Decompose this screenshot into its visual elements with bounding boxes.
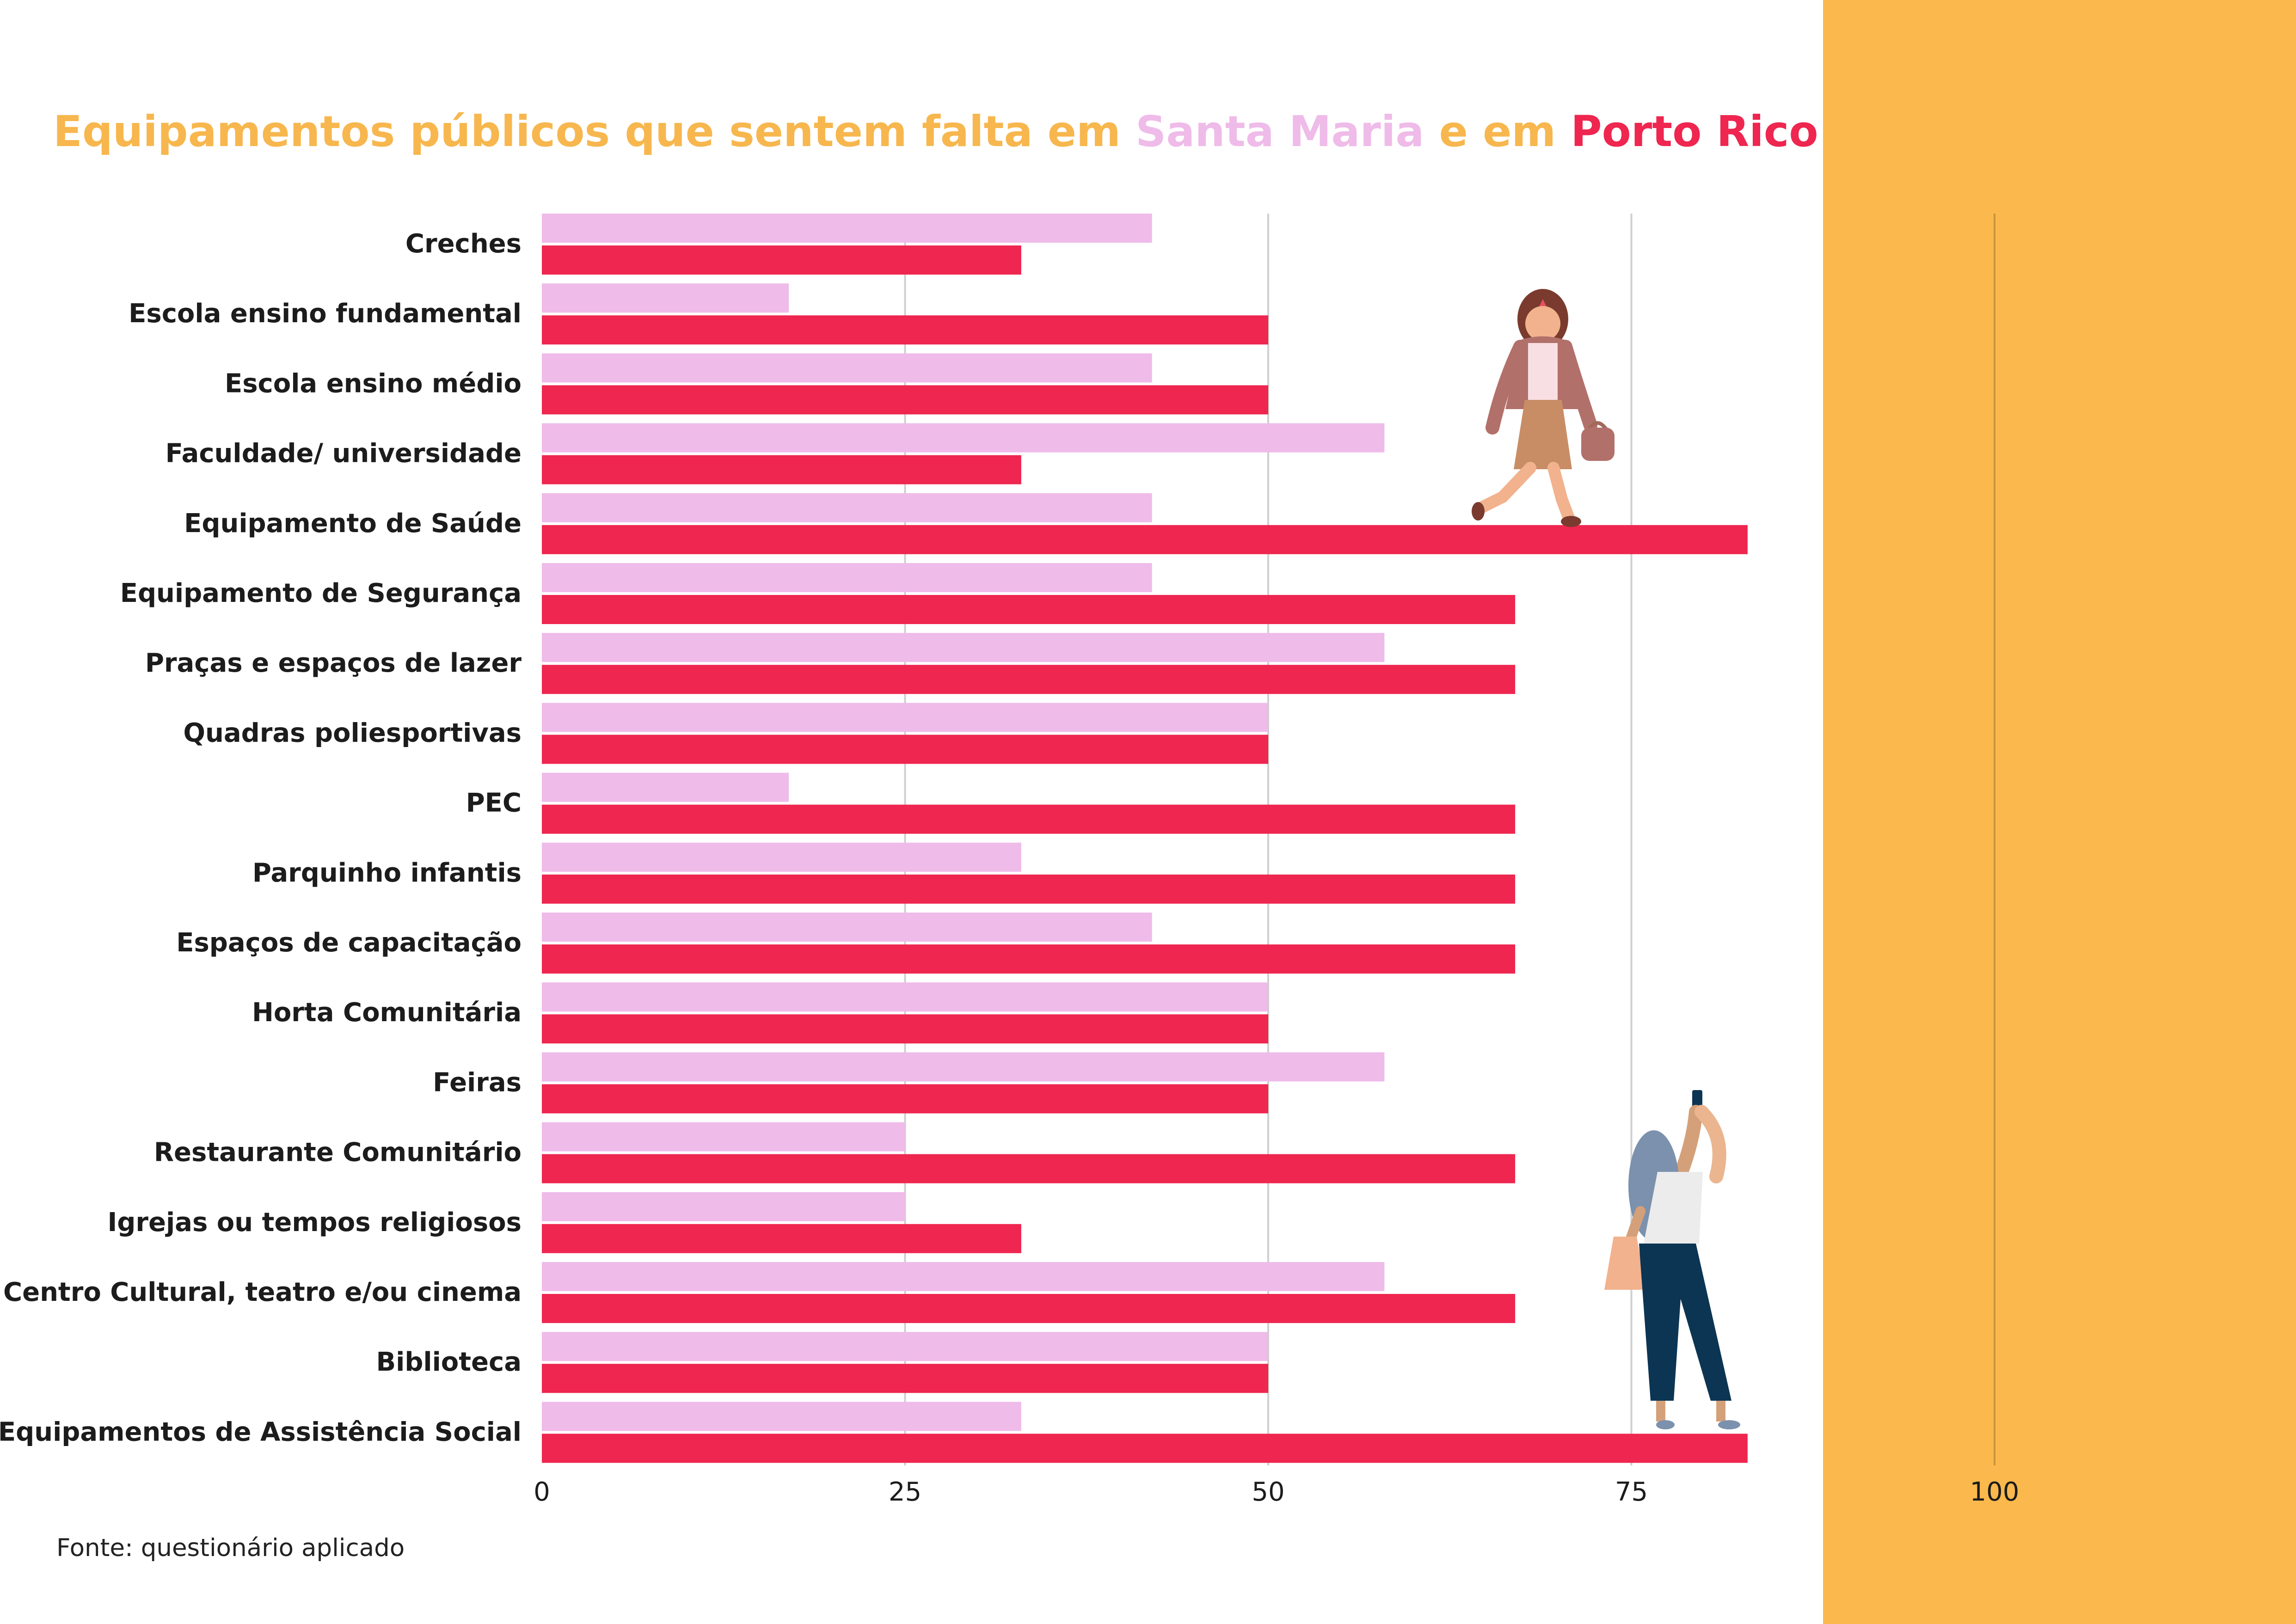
category-label: Espaços de capacitação xyxy=(176,928,522,958)
category-label: Equipamento de Saúde xyxy=(184,509,522,539)
category-label: Escola ensino médio xyxy=(225,368,522,398)
bar-santa-maria-16 xyxy=(542,1332,1268,1361)
category-label: PEC xyxy=(466,788,522,818)
category-label: Equipamento de Segurança xyxy=(120,578,522,608)
bar-porto-rico-17 xyxy=(542,1434,1748,1463)
bar-porto-rico-1 xyxy=(542,315,1268,345)
bar-porto-rico-11 xyxy=(542,1014,1268,1044)
x-tick-label-50: 50 xyxy=(1252,1477,1284,1507)
bar-porto-rico-14 xyxy=(542,1224,1021,1253)
bar-porto-rico-4 xyxy=(542,525,1748,554)
bar-porto-rico-9 xyxy=(542,874,1516,904)
category-label: Quadras poliesportivas xyxy=(183,718,522,748)
bar-santa-maria-6 xyxy=(542,633,1385,662)
category-label: Horta Comunitária xyxy=(252,998,522,1028)
title-part-santa-maria: Santa Maria xyxy=(1135,107,1424,156)
photo-woman-illustration xyxy=(1604,1090,1740,1429)
bar-porto-rico-16 xyxy=(542,1364,1268,1393)
bar-santa-maria-0 xyxy=(542,214,1152,243)
bar-porto-rico-5 xyxy=(542,595,1516,624)
bar-porto-rico-13 xyxy=(542,1154,1516,1183)
x-tick-label-75: 75 xyxy=(1615,1477,1648,1507)
bars xyxy=(542,214,1748,1463)
bar-santa-maria-11 xyxy=(542,982,1268,1012)
bar-santa-maria-8 xyxy=(542,772,789,802)
bar-santa-maria-12 xyxy=(542,1052,1385,1082)
bar-porto-rico-6 xyxy=(542,665,1516,694)
category-label: Praças e espaços de lazer xyxy=(145,648,522,678)
category-label: Igrejas ou tempos religiosos xyxy=(107,1207,522,1238)
bar-porto-rico-7 xyxy=(542,735,1268,764)
walking-woman-illustration xyxy=(1472,289,1615,527)
source-note: Fonte: questionário aplicado xyxy=(56,1534,405,1562)
bar-santa-maria-3 xyxy=(542,423,1385,453)
x-tick-label-25: 25 xyxy=(889,1477,921,1507)
category-label: Feiras xyxy=(433,1067,522,1097)
category-label: Parquinho infantis xyxy=(252,858,522,888)
category-label: Creches xyxy=(405,229,522,259)
bar-santa-maria-4 xyxy=(542,493,1152,522)
x-tick-label-0: 0 xyxy=(534,1477,550,1507)
bar-porto-rico-2 xyxy=(542,385,1268,415)
bar-santa-maria-5 xyxy=(542,563,1152,592)
side-panel xyxy=(1823,0,2296,1624)
category-label: Centro Cultural, teatro e/ou cinema xyxy=(3,1277,522,1307)
bar-porto-rico-8 xyxy=(542,804,1516,834)
bar-santa-maria-9 xyxy=(542,842,1021,872)
chart-title: Equipamentos públicos que sentem falta e… xyxy=(53,99,1818,164)
category-labels: Creches Escola ensino fundamental Escola e… xyxy=(0,229,522,1447)
bar-santa-maria-1 xyxy=(542,283,789,313)
title-part-connector: e em xyxy=(1424,107,1571,156)
category-label: Restaurante Comunitário xyxy=(154,1138,522,1168)
bar-santa-maria-10 xyxy=(542,913,1152,942)
x-tick-label-100: 100 xyxy=(1970,1477,2020,1507)
category-label: Faculdade/ universidade xyxy=(166,439,522,469)
x-axis-ticks: 0 25 50 75 100 xyxy=(534,1477,2019,1507)
category-label: Equipamentos de Assistência Social xyxy=(0,1417,522,1447)
bar-porto-rico-0 xyxy=(542,245,1021,275)
title-part-porto-rico: Porto Rico xyxy=(1571,107,1818,156)
bar-porto-rico-3 xyxy=(542,455,1021,484)
bar-santa-maria-17 xyxy=(542,1402,1021,1431)
bar-santa-maria-14 xyxy=(542,1192,905,1221)
bar-porto-rico-10 xyxy=(542,944,1516,974)
title-part-intro: Equipamentos públicos que sentem falta e… xyxy=(53,107,1136,156)
bar-porto-rico-15 xyxy=(542,1294,1516,1323)
category-label: Escola ensino fundamental xyxy=(129,299,522,329)
bar-porto-rico-12 xyxy=(542,1084,1268,1114)
bar-santa-maria-2 xyxy=(542,353,1152,383)
bar-santa-maria-15 xyxy=(542,1262,1385,1291)
bar-santa-maria-13 xyxy=(542,1122,905,1152)
category-label: Biblioteca xyxy=(376,1347,522,1377)
bar-santa-maria-7 xyxy=(542,703,1268,732)
